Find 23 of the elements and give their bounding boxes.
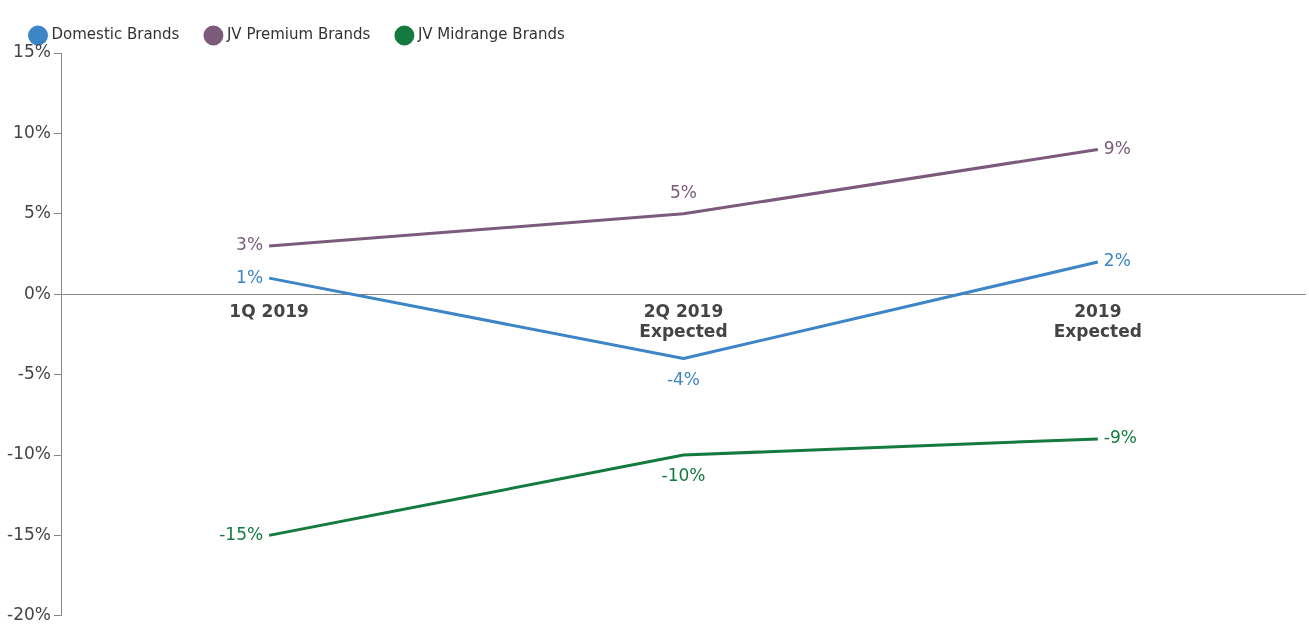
- legend-label: JV Midrange Brands: [416, 25, 566, 44]
- x-tick-label: 1Q 2019: [229, 300, 309, 321]
- data-label: 3%: [236, 234, 264, 255]
- y-tick-label: 5%: [23, 202, 51, 223]
- y-tick-label: 0%: [23, 282, 51, 303]
- x-tick-label: 2Q 2019 Expected: [639, 300, 728, 342]
- y-tick-label: 15%: [13, 41, 51, 62]
- legend-label: Domestic Brands: [51, 25, 180, 44]
- data-label: -15%: [219, 523, 264, 544]
- y-tick-label: -20%: [7, 604, 51, 625]
- data-label: -9%: [1103, 427, 1137, 448]
- data-label: 1%: [236, 266, 264, 287]
- data-label: -10%: [661, 465, 706, 486]
- y-tick-label: -5%: [17, 363, 51, 384]
- legend-label: JV Premium Brands: [225, 25, 371, 44]
- data-label: 5%: [669, 182, 697, 203]
- y-tick-label: -10%: [7, 443, 51, 464]
- y-tick-label: 10%: [13, 121, 51, 142]
- data-label: -4%: [666, 368, 701, 389]
- x-tick-label: 2019 Expected: [1053, 300, 1142, 342]
- data-label: 2%: [1103, 250, 1131, 271]
- data-label: 9%: [1103, 137, 1131, 158]
- y-tick-label: -15%: [7, 523, 51, 544]
